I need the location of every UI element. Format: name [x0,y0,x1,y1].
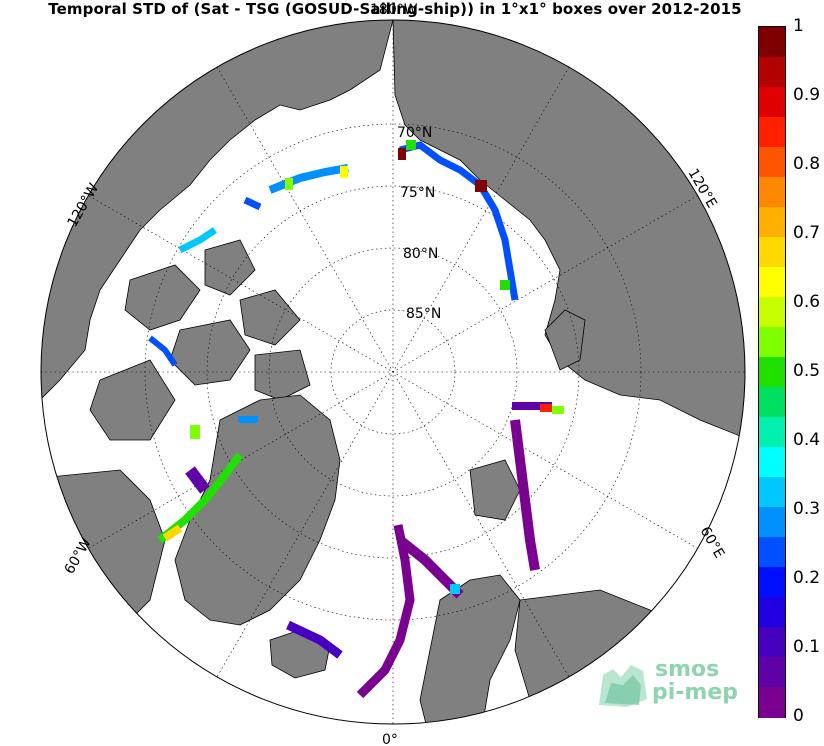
colorbar-segment [759,387,785,418]
data-tracks [148,140,564,699]
colorbar-segment [759,87,785,118]
colorbar-segment [759,597,785,628]
colorbar-segment [759,117,785,148]
colorbar-tick-label: 0.6 [793,292,821,312]
lat-label-75: 75°N [400,185,435,201]
colorbar-segment [759,267,785,298]
colorbar-segment [759,57,785,88]
colorbar-tick-label: 0.8 [793,154,821,174]
colorbar-segment [759,147,785,178]
lon-label-bottom: 0° [382,732,398,746]
map-title: Temporal STD of (Sat - TSG (GOSUD-Sailin… [48,0,742,18]
colorbar-segment [759,27,785,58]
colorbar-segment [759,627,785,658]
colorbar-segment [759,447,785,478]
polar-map: 70°N 75°N 80°N 85°N 180°W 0° 120°W 60°W … [40,2,746,746]
colorbar-segment [759,537,785,568]
colorbar-segment [759,417,785,448]
colorbar-tick-label: 0.9 [793,85,821,105]
lat-label-85: 85°N [406,306,441,322]
smos-pi-mep-logo [599,665,647,707]
colorbar-tick-label: 0.4 [793,430,821,450]
colorbar-segment [759,207,785,238]
colorbar-segment [759,297,785,328]
colorbar-tick-label: 0.2 [793,568,821,588]
colorbar-segment [759,507,785,538]
colorbar-segment [759,477,785,508]
lon-label-60w: 60°W [62,535,95,577]
colorbar-segment [759,657,785,688]
colorbar-tick-label: 0.1 [793,637,821,657]
colorbar-segment [759,237,785,268]
logo-line2: pi-mep [652,680,739,705]
lat-label-80: 80°N [403,246,438,262]
lon-label-top: 180°W [370,2,418,18]
graticule [41,20,745,724]
colorbar-tick-label: 0.5 [793,361,821,381]
colorbar-tick-label: 0.7 [793,223,821,243]
colorbar-segment [759,687,785,718]
colorbar [758,26,786,718]
colorbar-segment [759,357,785,388]
colorbar-tick-label: 0 [793,706,804,726]
colorbar-tick-label: 1 [793,16,804,36]
colorbar-segment [759,567,785,598]
lat-label-70: 70°N [397,125,432,141]
logo-line1: smos [655,657,720,682]
colorbar-segment [759,327,785,358]
colorbar-tick-label: 0.3 [793,499,821,519]
colorbar-segment [759,177,785,208]
